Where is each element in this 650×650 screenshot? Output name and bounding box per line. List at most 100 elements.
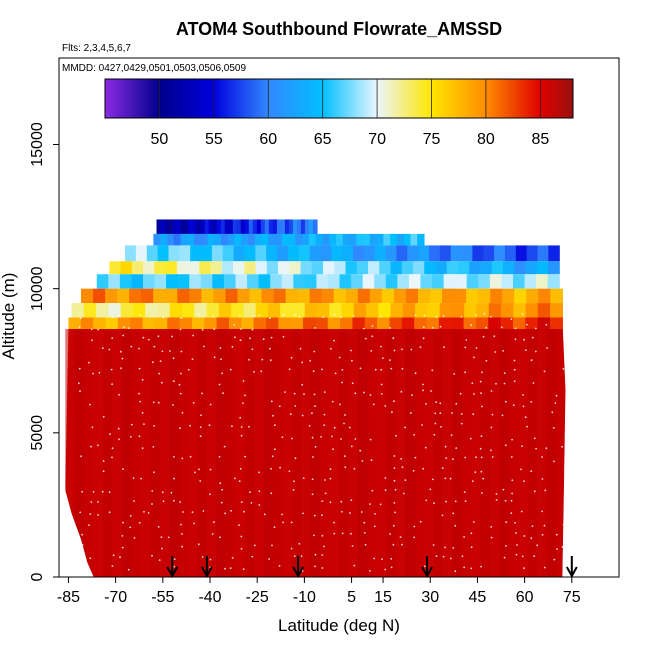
band-cell bbox=[443, 274, 456, 289]
band-cell bbox=[247, 274, 260, 289]
band-cell bbox=[363, 233, 371, 246]
band-cell bbox=[164, 219, 170, 237]
track-dot bbox=[454, 524, 457, 527]
track-dot bbox=[242, 568, 245, 570]
track-dot bbox=[239, 315, 241, 318]
track-dot bbox=[425, 499, 428, 502]
track-dot bbox=[111, 565, 114, 567]
track-dot bbox=[390, 367, 393, 370]
track-dot bbox=[392, 337, 395, 340]
track-dot bbox=[430, 390, 432, 392]
track-dot bbox=[424, 446, 427, 449]
band-cell bbox=[480, 261, 493, 275]
band-cell bbox=[315, 233, 324, 246]
track-dot bbox=[171, 335, 174, 338]
track-dot bbox=[220, 501, 223, 504]
track-dot bbox=[138, 392, 141, 395]
band-cell bbox=[289, 261, 302, 275]
track-dot bbox=[471, 480, 474, 482]
track-dot bbox=[561, 445, 563, 448]
track-dot bbox=[371, 489, 374, 492]
track-dot bbox=[565, 325, 568, 328]
band-cell bbox=[255, 261, 268, 275]
track-dot bbox=[523, 480, 525, 482]
track-dot bbox=[181, 545, 184, 548]
band-cell bbox=[329, 303, 343, 318]
track-dot bbox=[340, 316, 342, 319]
track-dot bbox=[108, 511, 111, 514]
track-dot bbox=[102, 470, 105, 473]
descent-arrow-head bbox=[421, 566, 433, 579]
band-cell bbox=[105, 288, 118, 304]
track-dot bbox=[526, 425, 528, 428]
band-cell bbox=[220, 219, 226, 237]
band-cell bbox=[120, 303, 134, 318]
band-cell bbox=[145, 303, 159, 318]
band-cell bbox=[255, 303, 269, 318]
x-tick-label: -55 bbox=[151, 589, 174, 606]
field-layer bbox=[59, 317, 619, 577]
track-dot bbox=[441, 467, 444, 469]
track-dot bbox=[414, 456, 417, 459]
track-dot bbox=[521, 313, 524, 316]
track-dot bbox=[454, 570, 457, 573]
track-dot bbox=[373, 557, 376, 560]
band-cell bbox=[536, 274, 549, 289]
track-dot bbox=[222, 392, 225, 395]
x-tick-label: -85 bbox=[57, 589, 80, 606]
track-dot bbox=[244, 394, 246, 397]
track-dot bbox=[431, 478, 434, 481]
band-cell bbox=[466, 288, 479, 304]
track-dot bbox=[219, 482, 222, 485]
track-dot bbox=[269, 317, 271, 320]
band-cell bbox=[212, 274, 225, 289]
track-dot bbox=[505, 444, 507, 447]
band-cell bbox=[268, 233, 276, 246]
band-cell bbox=[234, 233, 242, 246]
track-dot bbox=[331, 435, 333, 438]
track-dot bbox=[270, 336, 273, 339]
band-cell bbox=[501, 274, 514, 289]
track-dot bbox=[389, 359, 391, 362]
band-cell bbox=[379, 261, 392, 275]
band-cell bbox=[525, 317, 539, 330]
track-dot bbox=[282, 335, 285, 338]
band-cell bbox=[501, 303, 514, 318]
band-cell bbox=[327, 317, 341, 330]
band-cell bbox=[439, 303, 453, 318]
band-cell bbox=[68, 317, 82, 330]
band-cell bbox=[166, 233, 175, 246]
track-dot bbox=[180, 317, 183, 319]
track-dot bbox=[464, 500, 467, 502]
field-column bbox=[490, 329, 500, 577]
track-dot bbox=[423, 565, 426, 568]
track-dot bbox=[371, 335, 374, 338]
colorbar-tick-label: 80 bbox=[477, 131, 495, 148]
band-cell bbox=[200, 274, 213, 289]
band-cell bbox=[105, 317, 119, 330]
track-dot bbox=[501, 414, 504, 417]
band-cell bbox=[476, 303, 490, 318]
track-dot bbox=[102, 347, 104, 349]
track-dot bbox=[524, 416, 527, 419]
track-dot bbox=[401, 367, 404, 370]
track-dot bbox=[434, 422, 437, 425]
band-cell bbox=[266, 261, 279, 275]
band-cell bbox=[157, 245, 170, 262]
band-cell bbox=[173, 233, 182, 246]
field-column bbox=[527, 329, 538, 577]
field-column bbox=[537, 329, 547, 577]
field-column bbox=[310, 329, 321, 577]
band-cell bbox=[213, 288, 227, 304]
band-cell bbox=[415, 303, 428, 318]
track-dot bbox=[512, 404, 515, 406]
track-dot bbox=[394, 488, 397, 491]
band-cell bbox=[188, 261, 200, 275]
band-cell bbox=[191, 317, 205, 330]
track-dot bbox=[147, 338, 150, 341]
track-dot bbox=[133, 500, 135, 502]
track-dot bbox=[530, 537, 533, 540]
band-cell bbox=[451, 303, 465, 318]
band-cell bbox=[349, 233, 357, 246]
band-cell bbox=[345, 288, 359, 304]
